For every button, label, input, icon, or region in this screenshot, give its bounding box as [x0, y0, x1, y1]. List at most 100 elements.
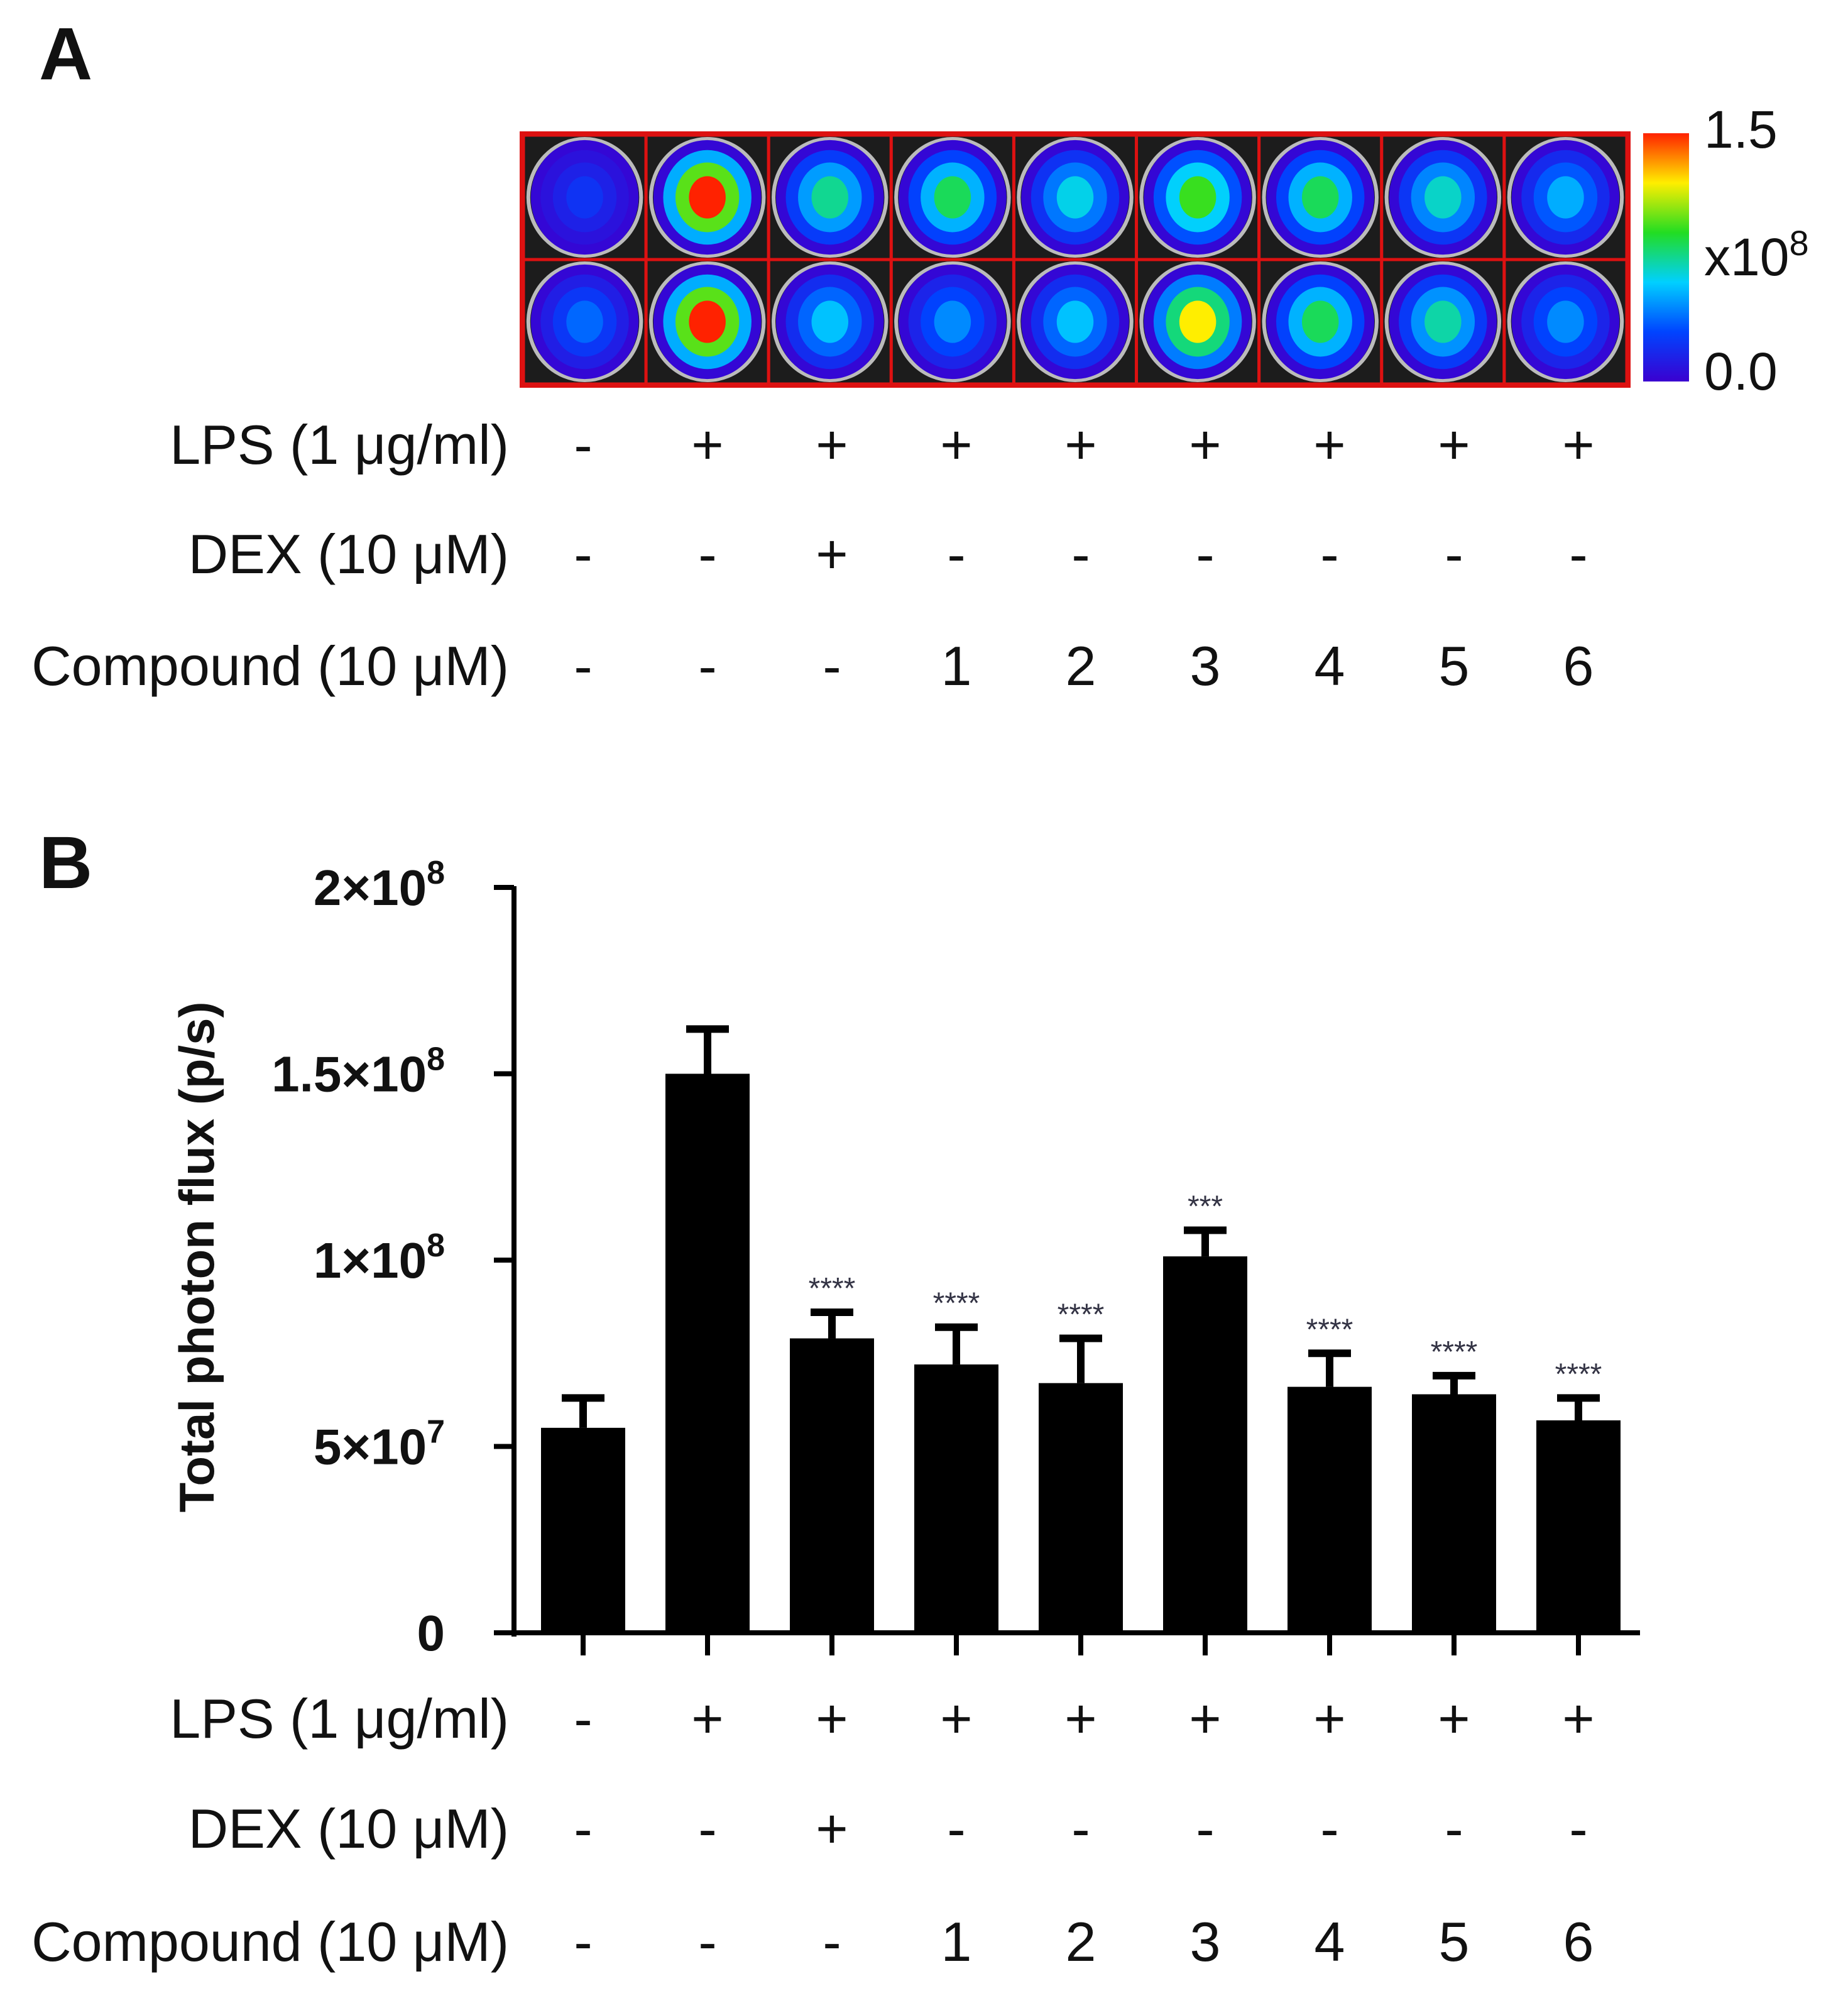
condition-cell-dex: -: [574, 1797, 592, 1860]
condition-cell-compound: 2: [1066, 635, 1096, 697]
plate-well: [1502, 133, 1629, 261]
condition-cell-dex: -: [1445, 523, 1463, 585]
condition-cell-lps: +: [1189, 1687, 1221, 1750]
condition-cell-dex: -: [947, 1797, 965, 1860]
condition-cell-lps: +: [1189, 414, 1221, 476]
well-rim: [1139, 261, 1256, 383]
significance-label: ****: [1058, 1298, 1105, 1332]
y-axis-title: Total photon flux (p/s): [169, 1001, 224, 1512]
bar-chart: Total photon flux (p/s) **** **** ********…: [169, 855, 1640, 1661]
condition-cell-lps: +: [1562, 1687, 1594, 1750]
y-tick-label: 1.5×108: [271, 1041, 445, 1102]
condition-cell-dex: -: [1569, 523, 1587, 585]
condition-cell-compound: 4: [1315, 635, 1345, 697]
well-signal: [1547, 300, 1584, 343]
well-signal: [1179, 176, 1217, 219]
plate-well: [889, 133, 1015, 261]
plate-well: [644, 133, 770, 261]
condition-cell-compound: 6: [1563, 1911, 1594, 1973]
well-signal: [811, 176, 849, 219]
well-rim: [772, 136, 888, 258]
condition-cell-compound: -: [574, 635, 592, 697]
panel-b-letter: B: [39, 821, 93, 904]
y-tick-label: 1×108: [314, 1227, 445, 1288]
bar: [1039, 1383, 1123, 1633]
plate-well: [1380, 133, 1506, 261]
plate-well: [522, 133, 648, 261]
well-rim: [1384, 261, 1502, 383]
condition-cell-compound: 4: [1315, 1911, 1345, 1973]
colorbar-gradient: [1643, 133, 1689, 381]
well-signal: [934, 300, 971, 343]
well-signal: [566, 300, 603, 343]
well-rim: [1384, 136, 1502, 258]
condition-cell-compound: -: [823, 635, 841, 697]
well-signal: [566, 176, 603, 219]
condition-row-label-compound: Compound (10 μM): [31, 1911, 509, 1973]
plate-well: [1135, 133, 1261, 261]
well-rim: [648, 136, 766, 258]
condition-cell-dex: -: [1196, 1797, 1214, 1860]
well-rim: [1507, 261, 1624, 383]
well-signal: [934, 176, 971, 219]
plate-well: [767, 258, 893, 386]
plate-well: [1012, 258, 1139, 386]
well-rim: [1262, 136, 1379, 258]
condition-cell-lps: -: [574, 414, 592, 476]
condition-cell-dex: -: [1071, 523, 1090, 585]
bar: [1163, 1256, 1247, 1633]
significance-label: ****: [933, 1287, 980, 1320]
bar: [790, 1338, 874, 1633]
condition-cell-lps: +: [816, 414, 848, 476]
condition-cell-compound: 2: [1066, 1911, 1096, 1973]
well-rim: [1017, 136, 1134, 258]
condition-row-label-dex: DEX (10 μM): [189, 523, 509, 585]
well-signal: [1056, 300, 1094, 343]
well-signal: [1301, 176, 1339, 219]
condition-cell-dex: -: [1569, 1797, 1587, 1860]
significance-label: ****: [1431, 1336, 1478, 1369]
bar: [914, 1364, 998, 1633]
bar: [1288, 1386, 1372, 1633]
significance-label: ***: [1188, 1190, 1223, 1224]
plate-well: [1135, 258, 1261, 386]
well-rim: [1262, 261, 1379, 383]
bar: [1412, 1394, 1496, 1633]
well-rim: [1507, 136, 1624, 258]
condition-row-label-compound: Compound (10 μM): [31, 635, 509, 697]
condition-cell-dex: -: [1445, 1797, 1463, 1860]
condition-cell-dex: -: [1071, 1797, 1090, 1860]
condition-cell-compound: -: [823, 1911, 841, 1973]
well-rim: [526, 261, 643, 383]
well-signal: [1547, 176, 1584, 219]
well-signal: [1301, 300, 1339, 343]
condition-cell-lps: +: [1064, 414, 1096, 476]
condition-cell-compound: 1: [941, 1911, 972, 1973]
condition-cell-compound: 5: [1439, 1911, 1470, 1973]
condition-cell-compound: 1: [941, 635, 972, 697]
well-signal: [689, 300, 726, 343]
plate-well: [1257, 133, 1384, 261]
well-rim: [648, 261, 766, 383]
condition-cell-dex: -: [698, 523, 716, 585]
condition-row-label-dex: DEX (10 μM): [189, 1797, 509, 1860]
luminescence-plate-image: [520, 131, 1631, 388]
colorbar-min-label: 0.0: [1704, 342, 1778, 401]
well-signal: [1056, 176, 1094, 219]
colorbar-max-label: 1.5: [1704, 100, 1778, 159]
condition-cell-compound: -: [574, 1911, 592, 1973]
condition-cell-dex: -: [1320, 523, 1338, 585]
condition-cell-lps: +: [940, 1687, 972, 1750]
plate-well: [644, 258, 770, 386]
significance-label: ****: [1306, 1313, 1353, 1346]
panel-a-letter: A: [39, 13, 93, 96]
condition-cell-lps: +: [1438, 414, 1470, 476]
condition-cell-dex: +: [816, 523, 848, 585]
y-tick-label: 5×107: [314, 1414, 445, 1475]
plate-well: [1380, 258, 1506, 386]
bar: [1536, 1420, 1621, 1633]
well-rim: [526, 136, 643, 258]
condition-cell-dex: -: [1196, 523, 1214, 585]
condition-cell-dex: +: [816, 1797, 848, 1860]
